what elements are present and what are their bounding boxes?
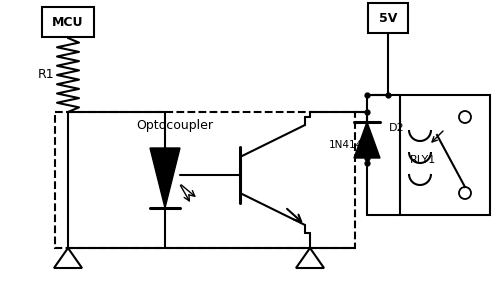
Bar (400, 95, 490, 215)
Circle shape (459, 111, 471, 123)
Polygon shape (354, 122, 380, 158)
Polygon shape (296, 248, 324, 268)
Bar (55, 112, 355, 248)
Polygon shape (54, 248, 82, 268)
FancyBboxPatch shape (42, 7, 94, 37)
Text: 1N4148: 1N4148 (329, 140, 370, 150)
Text: D2: D2 (389, 123, 404, 133)
Text: RLY1: RLY1 (410, 155, 436, 165)
FancyBboxPatch shape (368, 3, 408, 33)
Text: 5V: 5V (379, 12, 397, 24)
Circle shape (459, 187, 471, 199)
Text: Optocoupler: Optocoupler (136, 119, 214, 133)
Polygon shape (150, 148, 180, 208)
Text: R1: R1 (38, 68, 54, 81)
Text: MCU: MCU (52, 15, 84, 28)
